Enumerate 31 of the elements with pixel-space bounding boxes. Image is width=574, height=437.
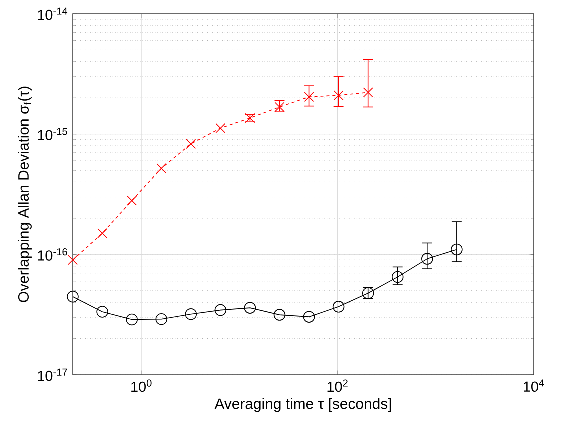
point xyxy=(68,255,78,266)
point xyxy=(363,88,374,98)
y-tick-label: 10$^{-14}$ xyxy=(38,8,68,20)
x-tick-label: 10$^{2}$ xyxy=(328,380,348,392)
point xyxy=(98,228,108,238)
point xyxy=(185,308,198,320)
point xyxy=(127,196,138,206)
point xyxy=(96,306,108,318)
point xyxy=(304,92,314,102)
point xyxy=(156,313,168,326)
point xyxy=(332,301,345,313)
point xyxy=(244,302,256,314)
point xyxy=(214,304,227,316)
y-tick-label: 10$^{-17}$ xyxy=(38,368,68,382)
point xyxy=(216,123,226,134)
point xyxy=(274,309,286,321)
point xyxy=(186,139,196,150)
point xyxy=(392,271,404,284)
point xyxy=(303,311,316,323)
x-axis-title: Averaging time τ [seconds] xyxy=(214,398,392,412)
point xyxy=(334,90,344,101)
y-tick-label: 10$^{-16}$ xyxy=(38,248,68,261)
point xyxy=(126,314,138,326)
x-tick-label: 10$^{0}$ xyxy=(132,380,152,392)
point xyxy=(156,164,167,174)
x-tick-label: 10$^{4}$ xyxy=(524,380,544,392)
point xyxy=(67,290,79,303)
point xyxy=(451,244,463,256)
point xyxy=(422,253,434,265)
y-axis-title: Overlapping Allan Deviation σ$_{f}$(τ) xyxy=(18,86,32,302)
y-tick-label: 10$^{-15}$ xyxy=(38,128,68,140)
